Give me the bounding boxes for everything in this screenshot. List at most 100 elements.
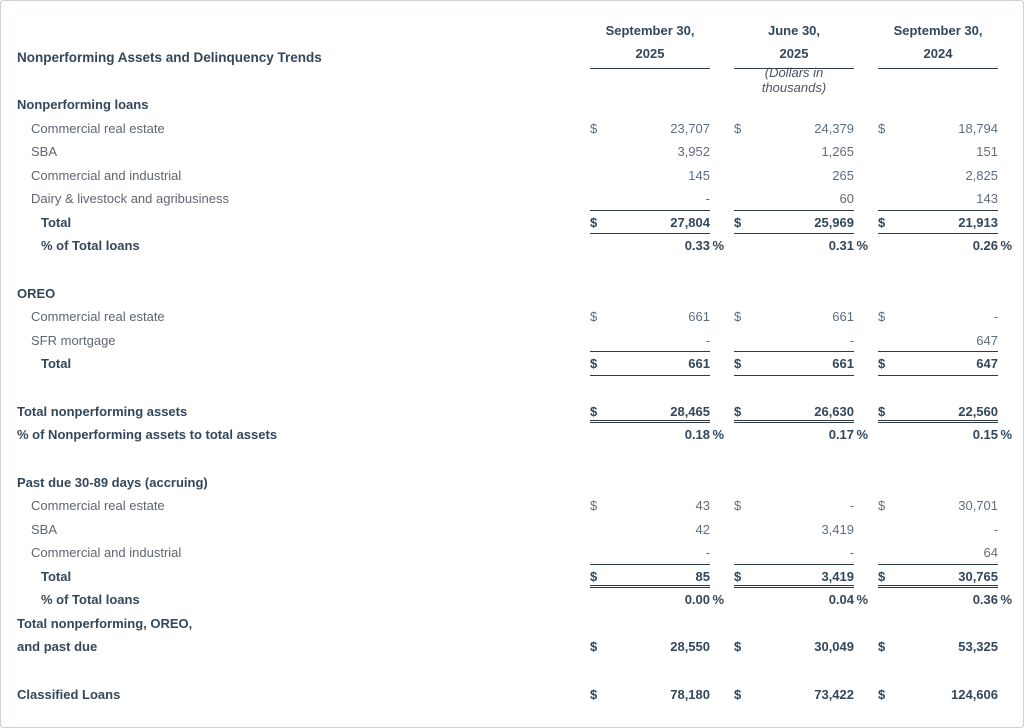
dollar-sign: $	[590, 568, 598, 584]
cell-value: -	[705, 332, 710, 348]
units-note: (Dollars in thousands)	[761, 65, 827, 95]
percent-row: % of Nonperforming assets to total asset…	[17, 423, 1023, 447]
cell-value: 22,560	[958, 403, 998, 419]
dollar-sign: $	[878, 214, 886, 230]
cell-value: 3,419	[821, 568, 854, 584]
cell-value: -	[993, 521, 998, 537]
dollar-sign: $	[734, 568, 742, 584]
cell-value: 0.26	[972, 238, 998, 253]
cell-value: 21,913	[958, 214, 998, 230]
cell-value: 143	[976, 191, 998, 206]
cell-value: 73,422	[814, 686, 854, 702]
table-row: Commercial real estate $661 $661 $ -	[17, 305, 1023, 329]
table-row: SFR mortgage - - 647	[17, 329, 1023, 352]
row-label: Dairy & livestock and agribusiness	[31, 191, 229, 206]
row-label: Commercial real estate	[31, 120, 165, 136]
cell-value: 0.17	[828, 427, 854, 442]
grand-total-row: Total nonperforming, OREO, and past due …	[17, 612, 1023, 659]
section-header: OREO	[17, 285, 56, 301]
table-row: Commercial real estate $23,707 $24,379 $…	[17, 117, 1023, 141]
row-label: % of Total loans	[41, 592, 140, 607]
cell-value: 30,049	[814, 639, 854, 654]
percent-sign: %	[712, 427, 724, 442]
cell-value: 25,969	[814, 214, 854, 230]
dollar-sign: $	[590, 403, 598, 419]
table-row: Commercial and industrial 145 265 2,825	[17, 164, 1023, 188]
cell-value: 661	[832, 309, 854, 324]
dollar-sign: $	[734, 120, 742, 136]
cell-value: 30,765	[958, 568, 998, 584]
cell-value: 0.36	[972, 592, 998, 607]
dollar-sign: $	[878, 120, 886, 136]
percent-sign: %	[856, 592, 868, 607]
percent-sign: %	[856, 427, 868, 442]
total-row: Total $661 $661 $647	[17, 352, 1023, 376]
cell-value: 0.15	[972, 427, 998, 442]
dollar-sign: $	[590, 214, 598, 230]
column-header-line1: June 30,	[767, 23, 821, 38]
cell-value: 18,794	[958, 120, 998, 136]
classified-loans-row: Classified Loans $78,180 $73,422 $124,60…	[17, 683, 1023, 707]
table-row: SBA 42 3,419 -	[17, 518, 1023, 542]
cell-value: 28,550	[670, 639, 710, 654]
dollar-sign: $	[878, 309, 886, 324]
cell-value: 23,707	[670, 120, 710, 136]
dollar-sign: $	[734, 403, 742, 419]
total-row: Total $85 $3,419 $30,765	[17, 565, 1023, 588]
column-header-line2: 2025	[779, 46, 809, 61]
cell-value: 661	[832, 356, 854, 371]
dollar-sign: $	[878, 568, 886, 584]
cell-value: -	[849, 545, 854, 560]
report-title: Nonperforming Assets and Delinquency Tre…	[17, 50, 322, 65]
row-label: Commercial and industrial	[31, 545, 182, 560]
total-row: Total $27,804 $25,969 $21,913	[17, 211, 1023, 234]
table-row: Dairy & livestock and agribusiness - 60 …	[17, 187, 1023, 211]
cell-value: 2,825	[965, 167, 998, 183]
cell-value: 78,180	[670, 686, 710, 702]
cell-value: 60	[839, 191, 854, 206]
row-label: SBA	[31, 521, 58, 537]
dollar-sign: $	[734, 639, 742, 654]
column-header-line2: 2025	[635, 46, 665, 61]
dollar-sign: $	[734, 309, 742, 324]
column-header-sep2025: September 30, 2025	[590, 19, 734, 69]
cell-value: 145	[688, 167, 710, 183]
table-row: Commercial real estate $43 $ - $30,701	[17, 494, 1023, 518]
row-label: Total	[41, 214, 72, 230]
cell-value: 1,265	[821, 144, 854, 159]
row-label: Total nonperforming assets	[17, 403, 188, 419]
row-label-line2: and past due	[17, 639, 98, 654]
table-row: SBA 3,952 1,265 151	[17, 140, 1023, 164]
dollar-sign: $	[878, 403, 886, 419]
section-header: Past due 30-89 days (accruing)	[17, 474, 208, 490]
percent-sign: %	[1000, 238, 1012, 253]
cell-value: 85	[695, 568, 710, 584]
dollar-sign: $	[878, 639, 886, 654]
cell-value: 661	[688, 309, 710, 324]
cell-value: 3,952	[677, 144, 710, 159]
percent-sign: %	[712, 592, 724, 607]
table-row: Commercial and industrial - - 64	[17, 541, 1023, 565]
row-label: % of Total loans	[41, 238, 140, 253]
row-label: Total	[41, 356, 72, 371]
section-header-row: OREO	[17, 282, 1023, 306]
cell-value: 30,701	[958, 498, 998, 513]
dollar-sign: $	[734, 498, 742, 513]
cell-value: 0.00	[684, 592, 710, 607]
cell-value: 3,419	[821, 521, 854, 537]
row-label: Total	[41, 568, 72, 584]
cell-value: 0.04	[828, 592, 854, 607]
table-header-row: Nonperforming Assets and Delinquency Tre…	[17, 19, 1023, 69]
dollar-sign: $	[878, 356, 886, 371]
dollar-sign: $	[878, 498, 886, 513]
column-header-line2: 2024	[923, 46, 953, 61]
cell-value: -	[705, 191, 710, 206]
table-body: Nonperforming loans Commercial real esta…	[17, 93, 1023, 706]
cell-value: 24,379	[814, 120, 854, 136]
dollar-sign: $	[734, 214, 742, 230]
cell-value: 64	[983, 545, 998, 560]
column-header-sep2024: September 30, 2024	[878, 19, 1022, 69]
cell-value: 28,465	[670, 403, 710, 419]
row-label: SBA	[31, 144, 58, 159]
cell-value: 265	[832, 167, 854, 183]
